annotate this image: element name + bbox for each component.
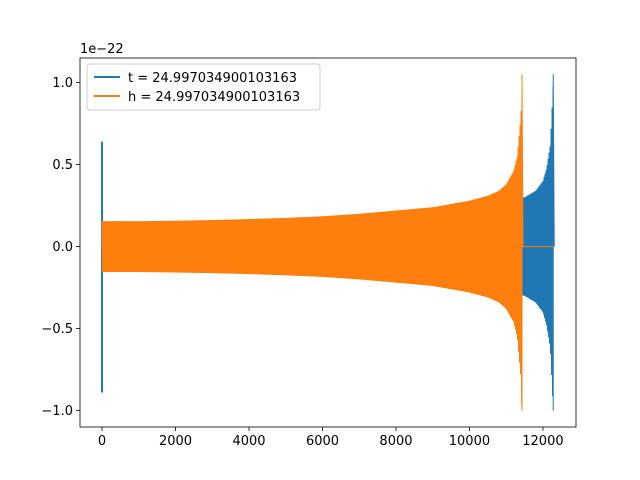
- x-tick-label: 2000: [159, 434, 192, 449]
- y-tick-label: 0.0: [52, 240, 73, 255]
- y-tick-label: −1.0: [41, 404, 73, 419]
- axes-frame: [79, 57, 577, 428]
- y-tick-label: 1.0: [52, 76, 73, 91]
- x-tick-label: 6000: [306, 434, 339, 449]
- x-tick-label: 0: [98, 434, 106, 449]
- y-tick-label: −0.5: [41, 322, 73, 337]
- y-tick-label: 0.5: [52, 158, 73, 173]
- legend: t = 24.997034900103163 h = 24.99703490010…: [86, 63, 321, 111]
- x-tick-label: 12000: [522, 434, 563, 449]
- x-tick-label: 8000: [379, 434, 412, 449]
- plot-area: [101, 74, 555, 411]
- x-tick-label: 10000: [449, 434, 490, 449]
- legend-label-1: t = 24.997034900103163: [128, 71, 297, 86]
- y-offset-label: 1e−22: [80, 42, 124, 57]
- legend-box: [86, 63, 321, 111]
- axes: 0 2000 4000 6000 8000 10000 12000 −1.0 −0.5 0.0 0.…: [41, 57, 577, 449]
- legend-label-2: h = 24.997034900103163: [128, 90, 300, 105]
- x-tick-label: 4000: [232, 434, 265, 449]
- series-line-2: [101, 74, 554, 411]
